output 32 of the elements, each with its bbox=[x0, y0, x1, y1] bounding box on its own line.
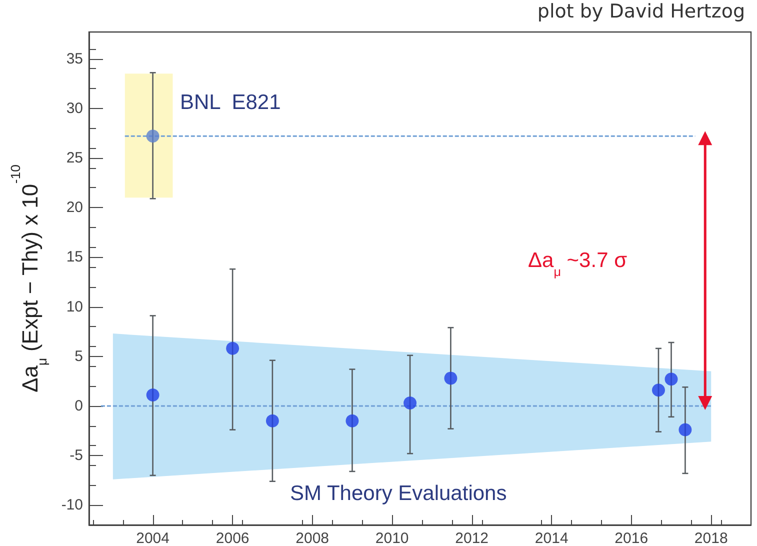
y-tick-label: 5 bbox=[74, 348, 83, 365]
point bbox=[404, 396, 417, 410]
point bbox=[652, 384, 665, 397]
y-axis-title: Δaμ (Expt − Thy) x 10-10 bbox=[8, 164, 50, 392]
point bbox=[146, 130, 160, 143]
x-tick-label: 2004 bbox=[136, 530, 170, 546]
x-tick-label: 2010 bbox=[375, 530, 409, 546]
annotation: BNL E821 bbox=[180, 91, 281, 114]
point bbox=[664, 372, 678, 386]
x-tick-label: 2014 bbox=[534, 530, 568, 546]
y-tick-label: 25 bbox=[66, 149, 83, 166]
point bbox=[266, 414, 279, 428]
x-tick-label: 2006 bbox=[216, 530, 250, 546]
point bbox=[678, 423, 692, 436]
point bbox=[146, 388, 160, 402]
y-tick-label: -5 bbox=[70, 447, 83, 464]
point bbox=[226, 342, 240, 355]
y-tick-label: 10 bbox=[66, 298, 83, 316]
x-tick-label: 2018 bbox=[694, 530, 728, 546]
y-tick-label: 35 bbox=[66, 50, 83, 68]
y-tick-label: 0 bbox=[74, 397, 83, 414]
text: plot by David Hertzog bbox=[537, 0, 746, 22]
y-tick-label: 15 bbox=[66, 248, 83, 266]
x-tick-label: 2008 bbox=[296, 530, 330, 546]
y-tick-label: 30 bbox=[66, 100, 83, 117]
x-tick-label: 2012 bbox=[455, 530, 489, 546]
y-tick-label: -10 bbox=[61, 496, 83, 514]
annotation: SM Theory Evaluations bbox=[290, 482, 507, 505]
y-tick-label: 20 bbox=[66, 199, 83, 216]
point bbox=[444, 372, 458, 385]
point bbox=[346, 414, 359, 428]
x-tick-label: 2016 bbox=[614, 530, 648, 546]
